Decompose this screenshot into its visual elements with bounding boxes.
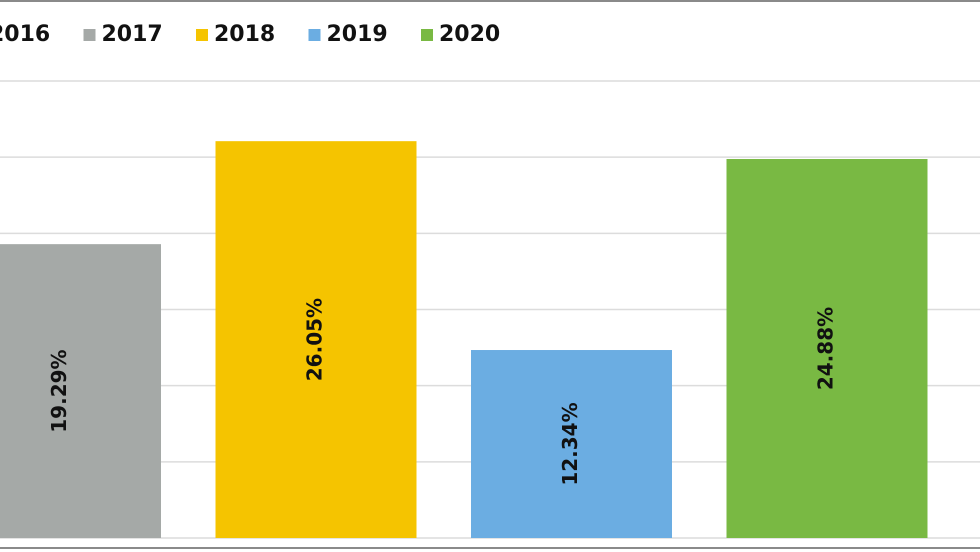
legend-marker (308, 29, 321, 41)
legend-label: 2018 (214, 22, 275, 47)
legend-label: 2019 (327, 22, 388, 47)
data-label: 12.34% (558, 402, 582, 485)
legend-label: 2017 (102, 22, 163, 47)
legend-label: 2016 (0, 22, 50, 47)
data-label: 24.88% (814, 307, 838, 390)
legend-marker (421, 29, 433, 41)
bar (215, 141, 417, 538)
bar (0, 244, 161, 539)
legend-marker (196, 29, 208, 41)
bar (726, 158, 928, 538)
bar (471, 350, 672, 538)
legend-marker (83, 29, 96, 41)
legend-label: 2020 (439, 22, 500, 47)
data-label: 26.05% (303, 298, 327, 381)
data-label: 19.29% (47, 349, 71, 432)
